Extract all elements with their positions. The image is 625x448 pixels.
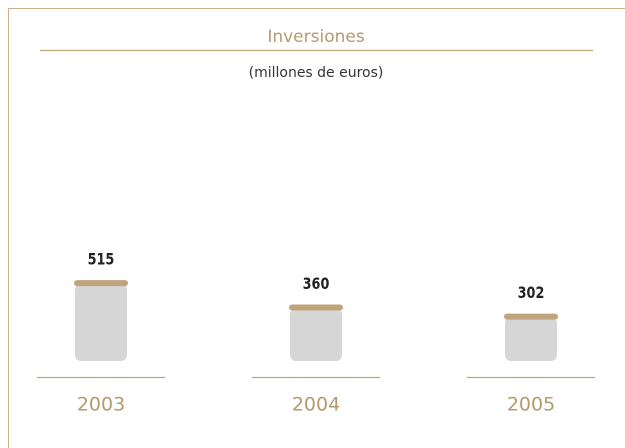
value-label: 515 [88, 251, 115, 269]
chart-subtitle: (millones de euros) [249, 65, 384, 81]
value-label: 360 [303, 276, 330, 294]
x-tick-label: 2003 [77, 394, 125, 416]
chart-title: Inversiones [267, 27, 365, 47]
bar-cap [504, 313, 558, 320]
bar-cap [74, 280, 128, 287]
x-tick-label: 2005 [507, 394, 555, 416]
bar [290, 308, 342, 361]
value-label: 302 [518, 285, 545, 303]
x-tick-label: 2004 [292, 394, 340, 416]
bar [505, 317, 557, 361]
bar [75, 284, 127, 361]
bar-cap [289, 304, 343, 311]
